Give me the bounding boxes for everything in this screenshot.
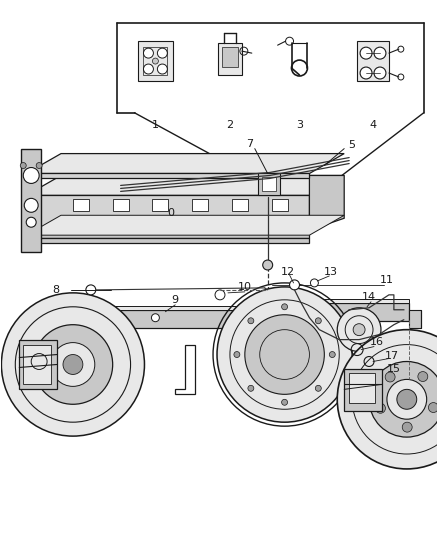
Circle shape (290, 280, 300, 290)
Circle shape (360, 67, 372, 79)
Circle shape (63, 354, 83, 375)
Text: 17: 17 (385, 351, 399, 360)
Polygon shape (290, 299, 409, 303)
Circle shape (315, 318, 321, 324)
Polygon shape (21, 149, 41, 252)
Polygon shape (26, 215, 344, 235)
Circle shape (402, 422, 412, 432)
Circle shape (353, 324, 365, 336)
Circle shape (23, 167, 39, 183)
Circle shape (374, 47, 386, 59)
Bar (262, 177, 276, 191)
Circle shape (152, 314, 159, 322)
Circle shape (234, 352, 240, 358)
Text: 11: 11 (380, 275, 394, 285)
Circle shape (248, 318, 254, 324)
Circle shape (282, 304, 288, 310)
Bar (152, 199, 168, 211)
Polygon shape (26, 173, 309, 179)
Circle shape (20, 163, 26, 168)
Text: 2: 2 (226, 120, 233, 130)
Text: 14: 14 (362, 292, 376, 302)
Text: 3: 3 (296, 120, 303, 130)
Bar (218, 43, 242, 75)
Circle shape (385, 372, 395, 382)
Text: 4: 4 (370, 120, 377, 130)
Circle shape (418, 372, 428, 382)
Circle shape (369, 361, 438, 437)
Bar (23, 345, 51, 384)
Circle shape (24, 198, 38, 212)
Circle shape (337, 308, 381, 352)
Circle shape (36, 163, 42, 168)
Circle shape (387, 379, 427, 419)
Circle shape (1, 293, 145, 436)
Bar (344, 369, 382, 411)
Polygon shape (26, 238, 309, 243)
Bar (357, 41, 389, 81)
Bar (192, 199, 208, 211)
Bar (222, 47, 238, 67)
Bar (138, 41, 173, 81)
Circle shape (157, 64, 167, 74)
Circle shape (397, 389, 417, 409)
Bar (258, 173, 279, 196)
Circle shape (360, 47, 372, 59)
Bar (19, 340, 57, 389)
Circle shape (245, 315, 324, 394)
Circle shape (33, 325, 113, 404)
Circle shape (374, 67, 386, 79)
Text: 8: 8 (53, 285, 60, 295)
Bar (232, 199, 248, 211)
Circle shape (215, 290, 225, 300)
Circle shape (157, 48, 167, 58)
Circle shape (337, 330, 438, 469)
Text: 16: 16 (370, 337, 384, 346)
Text: 10: 10 (238, 282, 252, 292)
Polygon shape (26, 154, 344, 173)
Polygon shape (26, 175, 344, 196)
Bar (409, 310, 421, 328)
Circle shape (144, 64, 153, 74)
Polygon shape (76, 306, 240, 310)
Circle shape (152, 58, 159, 64)
Polygon shape (26, 230, 309, 238)
Bar (272, 199, 288, 211)
Circle shape (311, 279, 318, 287)
Circle shape (428, 402, 438, 413)
Polygon shape (26, 196, 309, 230)
Bar (349, 374, 375, 403)
Circle shape (26, 217, 36, 227)
Bar (73, 199, 89, 211)
Circle shape (282, 399, 288, 405)
Bar (290, 303, 409, 321)
Circle shape (315, 385, 321, 391)
Text: 5: 5 (349, 140, 356, 150)
Bar (113, 199, 129, 211)
Text: 1: 1 (152, 120, 159, 130)
Circle shape (217, 287, 352, 422)
Text: 9: 9 (172, 295, 179, 305)
Text: 12: 12 (280, 267, 295, 277)
Circle shape (144, 48, 153, 58)
Circle shape (375, 403, 385, 413)
Circle shape (329, 352, 335, 358)
Circle shape (51, 343, 95, 386)
Circle shape (248, 385, 254, 391)
Text: 7: 7 (246, 139, 253, 149)
Circle shape (86, 285, 96, 295)
Circle shape (263, 260, 273, 270)
Polygon shape (309, 175, 344, 230)
Bar (144, 47, 167, 75)
Text: 13: 13 (324, 267, 338, 277)
Text: 15: 15 (387, 365, 401, 375)
Bar (76, 310, 240, 328)
Text: 0: 0 (167, 208, 174, 219)
